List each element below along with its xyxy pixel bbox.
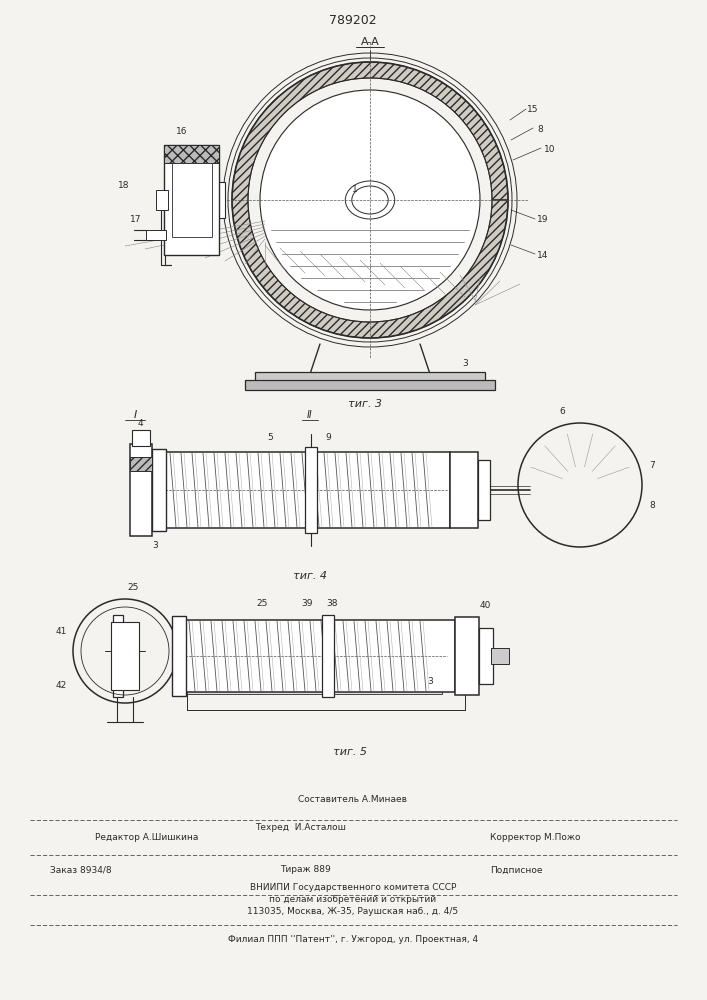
Text: 113035, Москва, Ж-35, Раушская наб., д. 4/5: 113035, Москва, Ж-35, Раушская наб., д. … [247, 908, 459, 916]
Bar [245, 380, 495, 390]
Bar [130, 457, 152, 471]
Bar [165, 452, 450, 528]
Text: Подписное: Подписное [490, 865, 542, 874]
Text: 41: 41 [55, 626, 66, 636]
Bar [111, 622, 139, 690]
Text: 5: 5 [267, 434, 273, 442]
Polygon shape [232, 62, 508, 338]
Text: 39: 39 [301, 599, 312, 608]
Text: 8: 8 [649, 500, 655, 510]
Text: II: II [307, 410, 313, 420]
Bar [187, 682, 442, 694]
Text: 16: 16 [176, 127, 188, 136]
Bar [156, 190, 168, 210]
Text: ВНИИПИ Государственного комитета СССР: ВНИИПИ Государственного комитета СССР [250, 882, 456, 892]
Text: 19: 19 [537, 216, 549, 225]
Bar [172, 616, 186, 696]
Text: 3: 3 [152, 542, 158, 550]
Text: 3: 3 [427, 676, 433, 686]
Text: 4: 4 [137, 420, 143, 428]
Text: по делам изобретений и открытий: по делам изобретений и открытий [269, 896, 436, 904]
Text: 42: 42 [55, 682, 66, 690]
Circle shape [261, 91, 479, 309]
Text: 6: 6 [559, 406, 565, 416]
Bar [491, 648, 509, 664]
Bar [305, 447, 317, 533]
Text: 25: 25 [257, 599, 268, 608]
Text: 38: 38 [326, 599, 338, 608]
Text: 789202: 789202 [329, 13, 377, 26]
Text: 15: 15 [527, 105, 539, 114]
Bar [479, 628, 493, 684]
Text: 18: 18 [118, 180, 130, 190]
Text: A-A: A-A [361, 37, 380, 47]
Text: 2: 2 [130, 466, 136, 475]
Bar [322, 615, 334, 697]
Text: Тираж 889: Тираж 889 [280, 865, 331, 874]
Bar [450, 452, 478, 528]
Text: Редактор А.Шишкина: Редактор А.Шишкина [95, 832, 199, 842]
Text: 17: 17 [130, 216, 141, 225]
Text: Филиал ППП ''Патент'', г. Ужгород, ул. Проектная, 4: Филиал ППП ''Патент'', г. Ужгород, ул. П… [228, 936, 478, 944]
Text: Техред  И.Асталош: Техред И.Асталош [255, 824, 346, 832]
Text: 9: 9 [325, 434, 331, 442]
Bar [146, 230, 166, 240]
Text: 1: 1 [352, 186, 358, 194]
Bar [218, 182, 225, 218]
Text: 40: 40 [479, 601, 491, 610]
Text: 14: 14 [537, 250, 549, 259]
Text: Заказ 8934/8: Заказ 8934/8 [50, 865, 112, 874]
Bar [185, 620, 455, 692]
Text: 7: 7 [649, 460, 655, 470]
Text: 3: 3 [462, 360, 468, 368]
Text: τиг. 5: τиг. 5 [333, 747, 367, 757]
Text: 25: 25 [127, 582, 139, 591]
Text: τиг. 3: τиг. 3 [348, 399, 382, 409]
Bar [113, 615, 123, 697]
Text: Составитель А.Минаев: Составитель А.Минаев [298, 796, 407, 804]
Bar [455, 617, 479, 695]
Bar [164, 145, 219, 255]
Bar [164, 145, 219, 163]
Bar [478, 460, 490, 520]
Bar [255, 372, 485, 381]
Text: τиг. 4: τиг. 4 [293, 571, 327, 581]
Bar [132, 430, 150, 446]
Bar [172, 163, 212, 237]
Bar [152, 449, 166, 531]
Text: 8: 8 [537, 125, 543, 134]
Text: I: I [134, 410, 136, 420]
Text: 10: 10 [544, 145, 556, 154]
Text: Корректор М.Пожо: Корректор М.Пожо [490, 832, 580, 842]
Bar [130, 444, 152, 536]
